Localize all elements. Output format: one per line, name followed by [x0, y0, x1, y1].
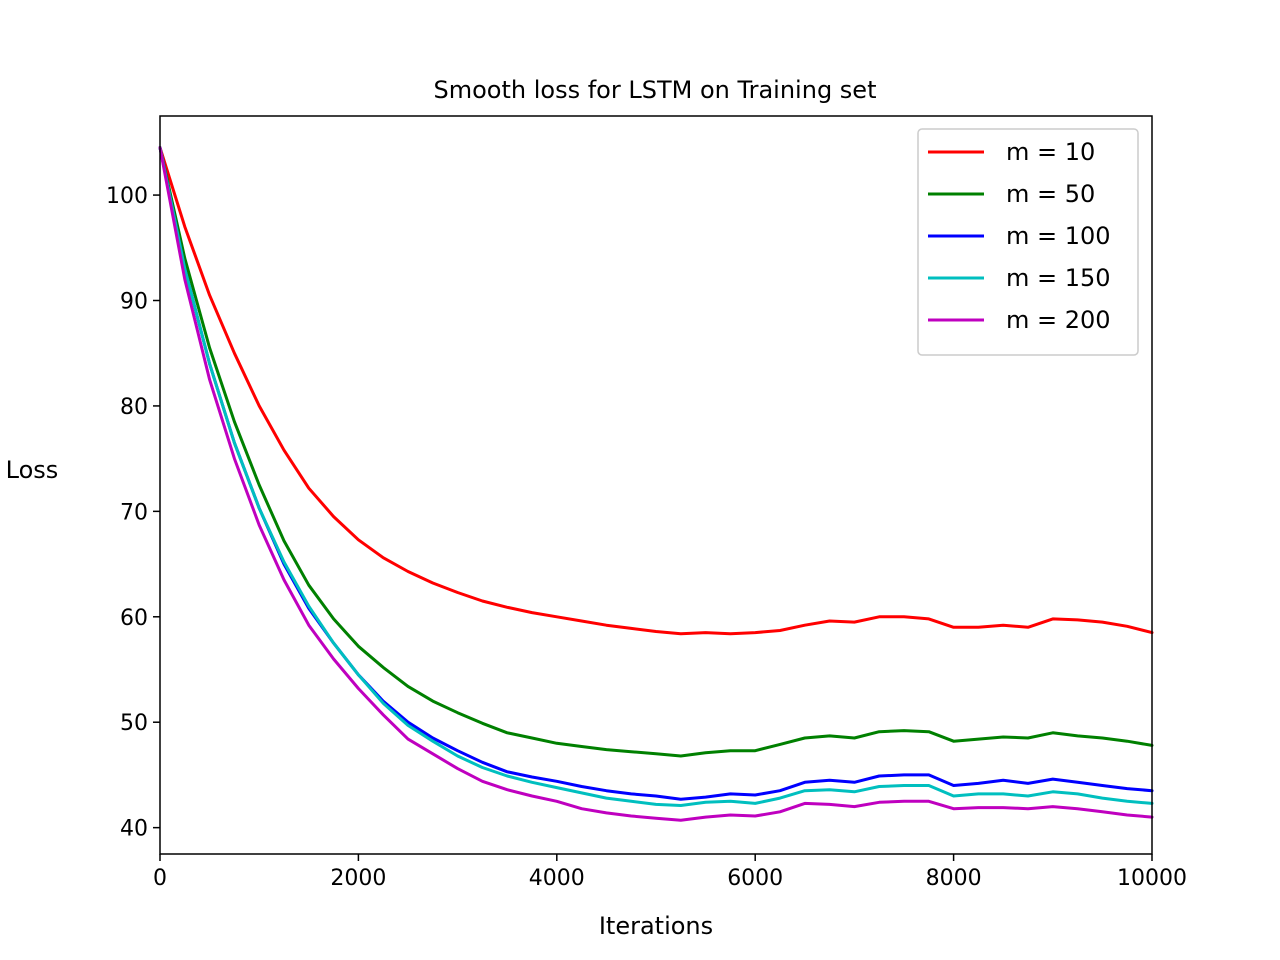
series-line-1: [158, 146, 1154, 758]
y-tick-label: 40: [120, 817, 148, 842]
y-tick-label: 50: [120, 711, 148, 736]
chart-title: Smooth loss for LSTM on Training set: [434, 76, 877, 104]
series-line-0: [158, 146, 1154, 636]
y-tick-label: 100: [106, 184, 148, 209]
plot-frame: [159, 115, 1153, 855]
series-line-4: [158, 146, 1154, 822]
legend-label-4: m = 200: [1006, 306, 1111, 334]
series-line-3: [158, 146, 1154, 807]
legend: m = 10 m = 50 m = 100 m = 150 m = 200: [917, 128, 1139, 356]
x-tick-label: 0: [153, 866, 167, 891]
legend-label-2: m = 100: [1006, 222, 1111, 250]
legend-box: [917, 128, 1139, 356]
y-tick-label: 60: [120, 606, 148, 631]
axes: 0 2000 4000 6000 8000 10000 40 50 60 70 80 90 100: [106, 184, 1187, 891]
plot-area: [158, 146, 1154, 822]
y-tick-label: 70: [120, 500, 148, 525]
x-tick-label: 8000: [926, 866, 982, 891]
y-tick-label: 90: [120, 290, 148, 315]
x-axis-label: Iterations: [599, 912, 713, 940]
x-tick-label: 10000: [1117, 866, 1187, 891]
y-axis-label: Loss: [6, 456, 59, 484]
y-tick-label: 80: [120, 395, 148, 420]
legend-label-3: m = 150: [1006, 264, 1111, 292]
x-tick-label: 4000: [529, 866, 585, 891]
x-tick-label: 2000: [330, 866, 386, 891]
legend-label-0: m = 10: [1006, 138, 1095, 166]
legend-label-1: m = 50: [1006, 180, 1095, 208]
x-tick-label: 6000: [727, 866, 783, 891]
